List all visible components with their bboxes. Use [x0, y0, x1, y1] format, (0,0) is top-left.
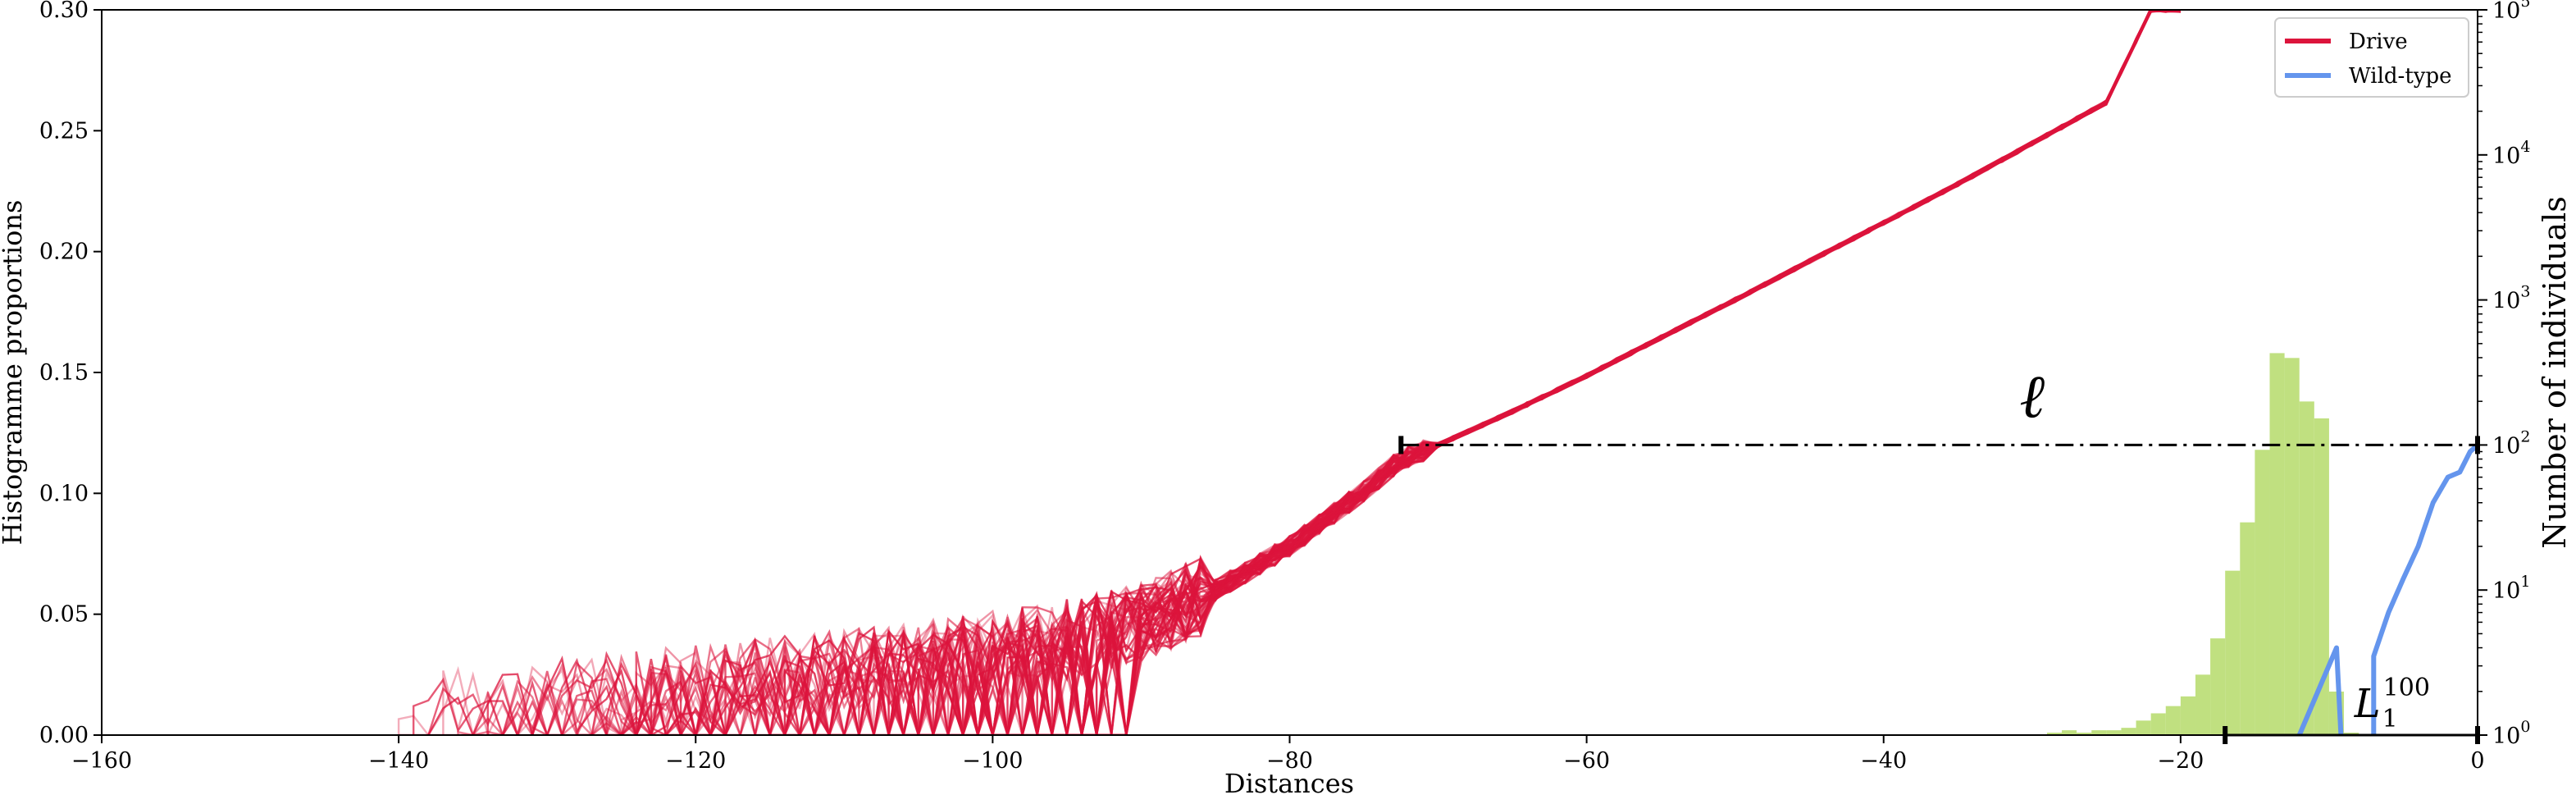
y-right-tick-exp: 4 — [2520, 138, 2530, 156]
histogram-bar — [2136, 720, 2151, 735]
drive-trajectory — [486, 10, 2181, 735]
y-axis-right-title: Number of individuals — [2537, 196, 2573, 549]
y-right-tick-exp: 0 — [2520, 718, 2530, 736]
y-right-tick-label: 103 — [2492, 283, 2530, 314]
x-tick-label: −40 — [1860, 748, 1907, 774]
drive-trajectory — [828, 10, 2181, 735]
drive-trajectory — [679, 10, 2181, 735]
L1-100-bracket-sup: 100 — [2383, 674, 2430, 702]
drive-trajectory — [1051, 10, 2181, 735]
drive-trajectory — [605, 10, 2178, 735]
histogram-bar — [2180, 696, 2195, 735]
y-right-tick-label: 104 — [2492, 138, 2530, 169]
drive-trajectory — [486, 10, 2179, 735]
L1-100-bracket-sub: 1 — [2382, 705, 2398, 733]
plot-clip-group — [397, 10, 2478, 735]
x-tick-label: −120 — [665, 748, 726, 774]
y-right-tick-label: 100 — [2492, 718, 2530, 749]
x-tick-label: −60 — [1563, 748, 1610, 774]
x-axis-title: Distances — [1224, 768, 1354, 799]
y-right-tick-exp: 5 — [2520, 0, 2530, 11]
drive-trajectory — [399, 10, 2182, 735]
histogram-bar — [2240, 522, 2255, 735]
drive-trajectory — [577, 10, 2181, 735]
y-left-tick-label: 0.00 — [39, 723, 89, 748]
histogram-bar — [2299, 401, 2314, 735]
y-left-tick-label: 0.25 — [39, 118, 89, 144]
histogram-bar — [2314, 418, 2329, 735]
drive-trajectory — [531, 10, 2181, 735]
drive-trajectory — [1036, 10, 2176, 735]
drive-trajectory — [577, 10, 2182, 735]
histogram-bar — [2091, 730, 2107, 735]
x-tick-label: 0 — [2470, 748, 2484, 774]
x-tick-label: −80 — [1266, 748, 1313, 774]
histogram-bar — [2195, 674, 2211, 735]
y-left-tick-label: 0.10 — [39, 481, 89, 506]
drive-trajectory — [1095, 10, 2177, 735]
x-tick-label: −20 — [2157, 748, 2204, 774]
wildtype-line — [2371, 443, 2478, 735]
histogram-bar — [2255, 450, 2270, 735]
histogram-bar — [2269, 353, 2285, 735]
legend: Drive Wild-type — [2274, 17, 2469, 98]
histogram-bar — [2165, 706, 2181, 735]
plot-layer: ℓ L1100 — [397, 10, 2480, 744]
y-right-tick-exp: 1 — [2520, 573, 2530, 591]
histogram-bar — [2284, 358, 2300, 735]
drive-trajectory — [472, 10, 2181, 735]
plot-frame — [101, 9, 2478, 736]
drive-trajectory — [458, 10, 2182, 735]
histogram-bar — [2077, 733, 2092, 735]
drive-trajectory — [620, 10, 2176, 735]
drive-trajectory — [531, 10, 2175, 735]
histogram-bar — [2210, 638, 2226, 735]
drive-trajectory — [606, 10, 2182, 735]
drive-trajectory — [413, 10, 2176, 735]
x-tick-label: −100 — [962, 748, 1023, 774]
drive-trajectory — [679, 10, 2166, 735]
x-tick-label: −160 — [71, 748, 132, 774]
drive-trajectory — [650, 10, 2181, 735]
histogram-bar — [2046, 733, 2063, 735]
drive-trajectory — [1095, 10, 2182, 735]
legend-wildtype-label: Wild-type — [2349, 64, 2452, 89]
drive-trajectory — [427, 10, 2182, 735]
drive-trajectory — [1036, 10, 2181, 735]
y-left-tick-label: 0.05 — [39, 602, 89, 628]
x-tick-label: −140 — [368, 748, 429, 774]
legend-drive-label: Drive — [2349, 30, 2408, 54]
drive-trajectory — [635, 10, 2181, 735]
drive-trajectory — [457, 10, 2181, 735]
drive-trajectory — [635, 10, 2181, 735]
y-right-tick-label: 105 — [2492, 0, 2530, 24]
ticks-layer: −160 −140 −120 −100 −80 −60 −40 −20 0 0.00 0.05 0.1… — [39, 0, 2531, 774]
drive-trajectory — [428, 10, 2181, 735]
drive-trajectory — [724, 10, 2181, 735]
y-right-tick-label: 102 — [2492, 427, 2530, 459]
y-left-tick-label: 0.15 — [39, 360, 89, 386]
y-axis-left-title: Histogramme proportions — [0, 200, 28, 546]
drive-trajectory — [636, 10, 2178, 735]
y-left-tick-label: 0.30 — [39, 0, 89, 23]
drive-trajectory — [397, 10, 2181, 735]
histogram-bar — [2062, 730, 2077, 735]
drive-trajectory — [577, 10, 2181, 735]
histogram-bar — [2106, 730, 2122, 735]
wildtype-line — [2296, 645, 2344, 735]
histogram-bar — [2150, 713, 2166, 735]
L1-100-bracket-label: L1100 — [2354, 674, 2430, 733]
histogram-bar — [2121, 728, 2136, 735]
ell-bracket-label: ℓ — [2019, 361, 2045, 432]
drive-trajectory — [442, 10, 2181, 735]
histogram-bar — [2225, 570, 2241, 735]
y-right-tick-exp: 2 — [2520, 427, 2530, 445]
drive-trajectory — [636, 10, 2182, 735]
y-left-tick-label: 0.20 — [39, 240, 89, 265]
y-right-tick-exp: 3 — [2520, 283, 2530, 301]
y-right-tick-label: 101 — [2492, 573, 2530, 604]
